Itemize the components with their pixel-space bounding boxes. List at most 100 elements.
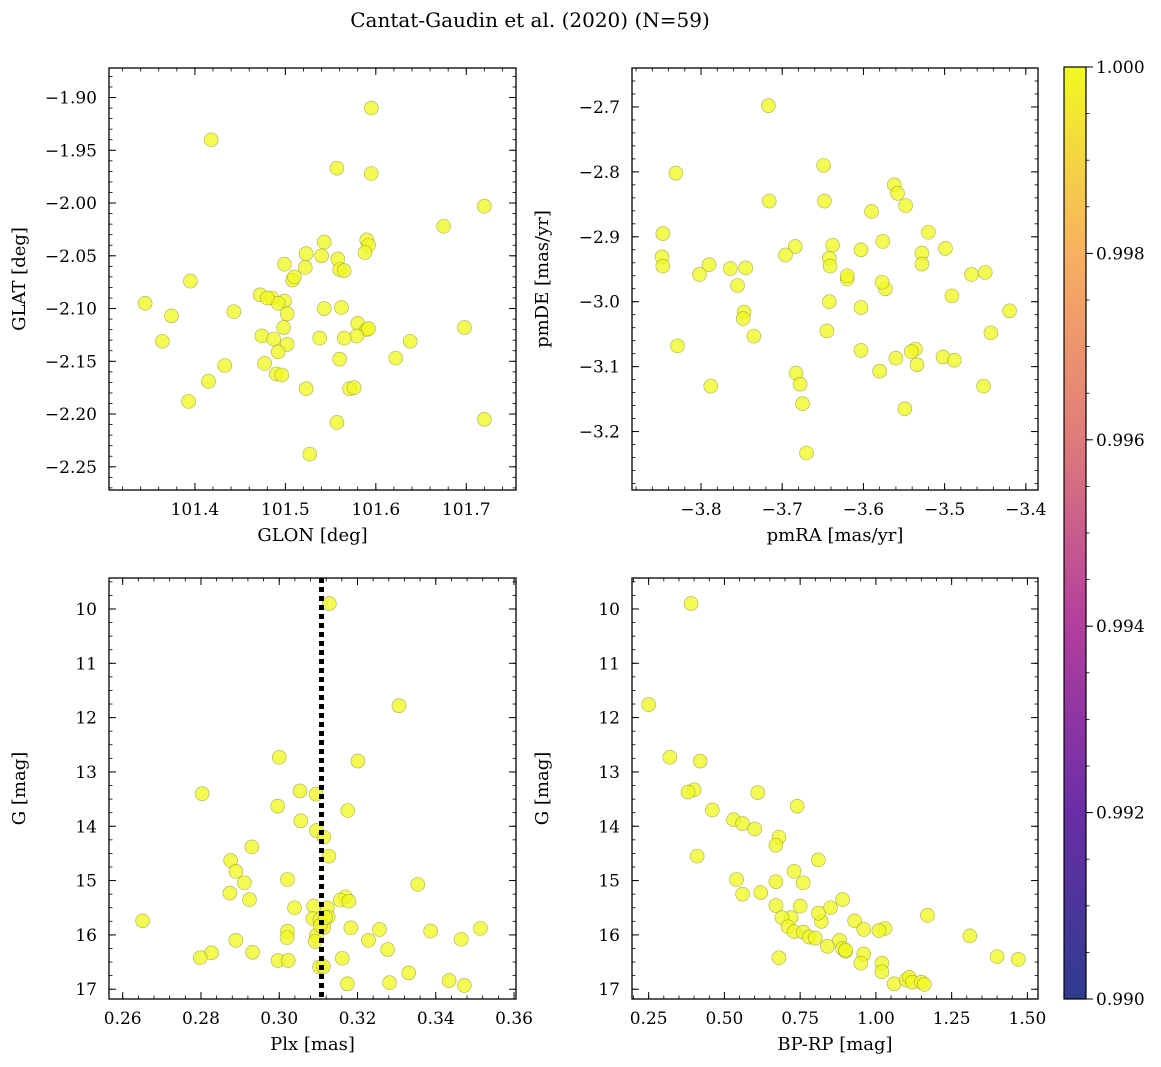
axes-frame [108, 577, 517, 1000]
x-axis-label: Plx [mas] [270, 1034, 355, 1055]
y-tick-label: 16 [598, 926, 620, 946]
scatter-point [334, 300, 349, 315]
scatter-point [292, 783, 308, 799]
x-tick-label: −3.8 [680, 500, 721, 520]
scatter-point [839, 268, 855, 284]
x-tick-label: 0.26 [104, 1009, 142, 1029]
scatter-point [977, 265, 993, 280]
scatter-point [735, 816, 750, 831]
x-tick-label: 101.6 [351, 500, 400, 520]
scatter-point [730, 278, 745, 293]
scatter-point [746, 328, 762, 344]
scatter-point [164, 308, 179, 324]
y-tick-label: 12 [75, 709, 97, 729]
scatter-point [938, 241, 953, 256]
scatter-point [976, 378, 991, 394]
scatter-point [343, 920, 359, 936]
scatter-point [811, 905, 826, 921]
scatter-point [312, 330, 328, 346]
scatter-point [898, 198, 913, 213]
scatter-point [795, 875, 811, 891]
scatter-point [340, 976, 355, 992]
colorbar-tick-label: 0.998 [1096, 244, 1145, 264]
data-layer [135, 596, 488, 993]
x-tick-label: −3.7 [762, 500, 803, 520]
scatter-point [257, 356, 272, 371]
scatter-point [473, 921, 488, 936]
y-tick-label: 15 [598, 872, 620, 892]
scatter-point [703, 378, 719, 394]
scatter-point [701, 257, 717, 273]
y-tick-label: −3.0 [579, 293, 620, 313]
scatter-point [761, 98, 776, 113]
colorbar-tick-label: 0.992 [1096, 804, 1145, 824]
scatter-point [340, 803, 356, 818]
scatter-point [897, 401, 913, 417]
y-tick-label: −2.05 [45, 247, 97, 267]
scatter-point [838, 942, 853, 958]
scatter-point [135, 913, 150, 929]
scatter-point [137, 295, 153, 311]
scatter-point [298, 381, 314, 397]
scatter-point [201, 374, 216, 389]
scatter-point [402, 333, 418, 349]
scatter-point [194, 786, 210, 801]
panels: 101.4 101.5 101.6 101.7 −1.90 −1.95 −2.00 −2.05… [9, 67, 1046, 1055]
scatter-point [670, 338, 685, 354]
scatter-point [436, 218, 451, 234]
x-tick-label: 1.50 [1008, 1009, 1046, 1029]
scatter-point [853, 242, 869, 258]
colorbar: 0.990 0.992 0.994 0.996 0.998 1.000 [1063, 58, 1145, 1010]
axes-frame [108, 67, 517, 491]
scatter-point [738, 260, 753, 276]
scatter-point [183, 273, 198, 289]
scatter-point [853, 955, 869, 971]
scatter-point [962, 928, 978, 944]
scatter-point [825, 237, 840, 253]
axes-frame [631, 577, 1039, 1000]
scatter-point [388, 350, 404, 366]
scatter-panel-3: 0.26 0.28 0.30 0.32 0.34 0.36 10 11 12 13 14 15 16 17… [9, 577, 533, 1055]
scatter-point [747, 821, 763, 837]
scatter-point [886, 976, 902, 992]
y-tick-label: 10 [75, 600, 97, 620]
scatter-point [274, 367, 290, 383]
scatter-point [361, 933, 376, 948]
data-layer [641, 596, 1026, 992]
y-axis-label: G [mag] [532, 752, 553, 825]
scatter-point [259, 290, 275, 306]
scatter-point [874, 274, 890, 290]
x-tick-label: 101.4 [171, 500, 220, 520]
figure-title: Cantat-Gaudin et al. (2020) (N=59) [350, 8, 710, 32]
scatter-point [306, 898, 321, 914]
scatter-point [316, 234, 332, 250]
x-axis-label: GLON [deg] [257, 525, 367, 546]
scatter-point [778, 247, 793, 263]
scatter-point [641, 697, 656, 712]
scatter-point [817, 193, 832, 209]
scatter-point [914, 256, 930, 272]
scatter-point [336, 330, 352, 346]
scatter-point [822, 294, 837, 310]
scatter-point [276, 320, 291, 335]
x-tick-label: 1.00 [857, 1009, 895, 1029]
y-tick-label: −3.2 [579, 423, 620, 443]
colorbar-tick-label: 0.996 [1096, 431, 1145, 451]
scatter-point [336, 263, 352, 278]
y-tick-label: −2.00 [45, 194, 97, 214]
scatter-point [835, 892, 850, 907]
y-tick-label: 13 [75, 763, 97, 783]
y-tick-label: −3.1 [579, 358, 620, 378]
scatter-point [244, 839, 260, 855]
scatter-point [332, 351, 347, 367]
scatter-point [875, 234, 891, 249]
scatter-point [380, 942, 395, 957]
scatter-point [350, 753, 366, 769]
scatter-point [329, 415, 345, 430]
colorbar-ticks: 0.990 0.992 0.994 0.996 0.998 1.000 [1086, 58, 1145, 1010]
scatter-point [722, 261, 738, 276]
scatter-point [944, 288, 960, 304]
x-tick-label: 101.5 [261, 500, 310, 520]
scatter-point [155, 333, 170, 349]
scatter-point [228, 864, 244, 879]
